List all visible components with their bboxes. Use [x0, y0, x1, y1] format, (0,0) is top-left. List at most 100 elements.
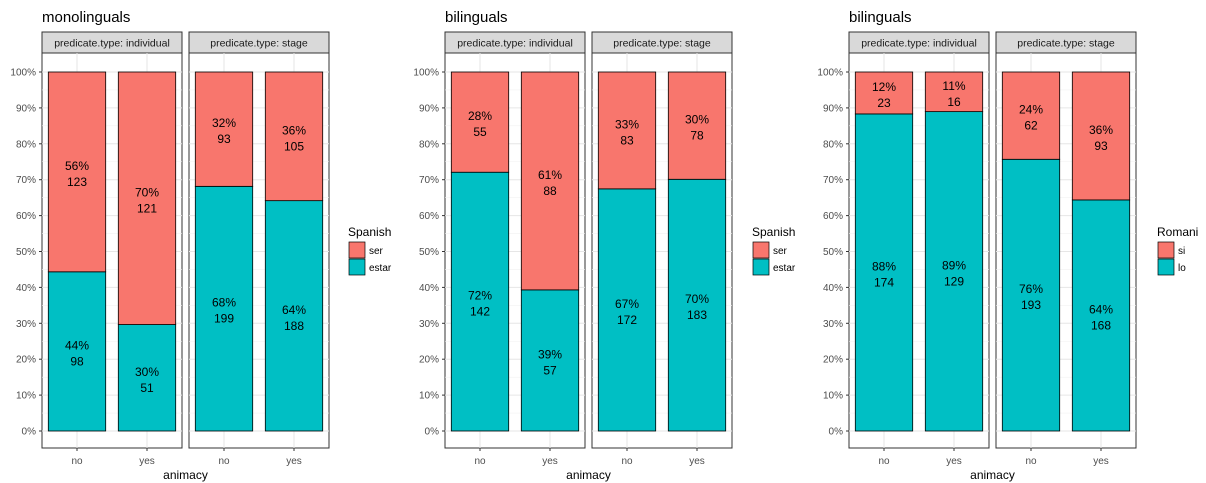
bar-count-label: 16 [947, 95, 961, 109]
bar-percent-label: 30% [685, 113, 709, 127]
y-tick-label: 30% [823, 319, 843, 330]
bar-count-label: 83 [620, 133, 634, 147]
x-axis-title: animacy [566, 468, 611, 482]
y-tick-label: 50% [16, 247, 36, 258]
bar-count-label: 93 [217, 132, 231, 146]
facet-strip-label: predicate.type: stage [1017, 38, 1115, 50]
legend: Spanish ser estar [752, 225, 796, 276]
bar-count-label: 62 [1024, 119, 1038, 133]
bar-segment-estar [47, 271, 107, 432]
y-tick-label: 20% [419, 355, 439, 366]
y-tick-label: 60% [16, 211, 36, 222]
bar-percent-label: 11% [942, 79, 965, 93]
y-tick-label: 10% [16, 391, 36, 402]
y-tick-label: 90% [823, 103, 843, 114]
bar-count-label: 123 [67, 175, 87, 189]
y-tick-label: 90% [419, 103, 439, 114]
x-tick-label: yes [286, 456, 302, 467]
y-tick-label: 10% [823, 391, 843, 402]
facet-stage: predicate.type: stage 24% 62 76% 193 no 36% 93 6… [995, 31, 1137, 467]
bar-segment-ser [450, 71, 510, 173]
y-axis: 0% 10% 20% 30% 40% 50% 60% 70% 80% 90% 100% [817, 68, 849, 438]
facet-individual: predicate.type: individual 28% 55 72% 142 no 6… [444, 31, 586, 467]
y-tick-label: 40% [823, 283, 843, 294]
legend-label: estar [369, 263, 392, 274]
facet-strip-label: predicate.type: individual [54, 38, 170, 50]
bar-percent-label: 44% [65, 338, 89, 352]
bar-segment-lo [924, 111, 984, 432]
bar-percent-label: 64% [1089, 302, 1113, 316]
legend: Spanish ser estar [348, 225, 392, 276]
bar-segment-lo [1071, 199, 1131, 432]
legend-title: Romani [1157, 225, 1198, 239]
bar-segment-si [1071, 71, 1131, 201]
bar-percent-label: 28% [468, 109, 492, 123]
y-tick-label: 100% [10, 68, 36, 79]
bar-segment-ser [264, 71, 324, 202]
bar-percent-label: 36% [282, 123, 306, 137]
y-axis: 0% 10% 20% 30% 40% 50% 60% 70% 80% 90% 100% [413, 68, 445, 438]
y-tick-label: 10% [419, 391, 439, 402]
y-tick-label: 100% [413, 68, 439, 79]
chart-1: monolinguals 0% 10% 20% 30% 40% 50% 60% 70% 80% 90… [10, 9, 391, 482]
y-tick-label: 80% [823, 139, 843, 150]
bar-segment-estar [264, 200, 324, 432]
bar-count-label: 98 [70, 354, 84, 368]
bar-count-label: 129 [944, 274, 964, 288]
bar-segment-si [924, 71, 984, 113]
x-tick-label: yes [139, 456, 155, 467]
bar-percent-label: 30% [135, 365, 159, 379]
legend: Romani si lo [1157, 225, 1198, 276]
x-axis-title: animacy [970, 468, 1015, 482]
x-tick-label: yes [1093, 456, 1109, 467]
bar-percent-label: 68% [212, 296, 236, 310]
facet-individual: predicate.type: individual 56% 123 44% 98 no 7… [41, 31, 183, 467]
chart-title: bilinguals [849, 9, 912, 26]
x-tick-label: yes [689, 456, 705, 467]
legend-title: Spanish [348, 225, 391, 239]
bar-percent-label: 24% [1019, 103, 1043, 117]
facet-strip-label: predicate.type: individual [861, 38, 977, 50]
legend-key-ser [348, 241, 366, 259]
bar-segment-estar [117, 324, 177, 432]
legend-label: estar [773, 263, 796, 274]
legend-key-si [1157, 241, 1175, 259]
legend-title: Spanish [752, 225, 795, 239]
legend-key-estar [752, 258, 770, 276]
y-tick-label: 40% [419, 283, 439, 294]
x-tick-label: no [878, 456, 890, 467]
x-tick-label: no [1025, 456, 1037, 467]
legend-key-ser [752, 241, 770, 259]
y-tick-label: 20% [16, 355, 36, 366]
x-tick-label: yes [946, 456, 962, 467]
legend-label: ser [369, 246, 384, 257]
y-tick-label: 70% [823, 175, 843, 186]
bar-count-label: 51 [140, 381, 154, 395]
bar-percent-label: 64% [282, 303, 306, 317]
bar-count-label: 78 [690, 129, 704, 143]
x-tick-label: no [218, 456, 230, 467]
x-tick-label: no [474, 456, 486, 467]
bar-percent-label: 70% [685, 292, 709, 306]
y-tick-label: 0% [829, 427, 844, 438]
bar-count-label: 105 [284, 139, 304, 153]
y-tick-label: 100% [817, 68, 843, 79]
x-tick-label: no [621, 456, 633, 467]
bar-count-label: 172 [617, 313, 637, 327]
bar-segment-ser [194, 71, 254, 187]
bar-count-label: 55 [473, 125, 487, 139]
bar-segment-lo [854, 113, 914, 432]
bar-percent-label: 61% [538, 168, 562, 182]
chart-title: monolinguals [42, 9, 130, 26]
bar-segment-ser [597, 71, 657, 190]
bar-count-label: 193 [1021, 298, 1041, 312]
bar-percent-label: 70% [135, 185, 159, 199]
bar-segment-ser [47, 71, 107, 273]
y-tick-label: 70% [419, 175, 439, 186]
bar-segment-ser [117, 71, 177, 325]
y-tick-label: 90% [16, 103, 36, 114]
bar-percent-label: 89% [942, 258, 966, 272]
x-tick-label: yes [542, 456, 558, 467]
bar-count-label: 23 [877, 96, 891, 110]
bar-percent-label: 36% [1089, 123, 1113, 137]
